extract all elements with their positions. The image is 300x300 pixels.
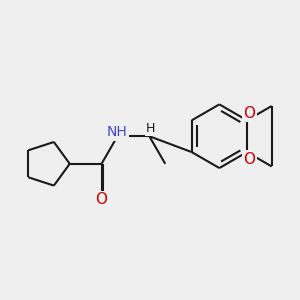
Text: O: O: [244, 106, 256, 121]
Text: O: O: [244, 152, 256, 166]
Text: NH: NH: [107, 125, 128, 140]
Text: O: O: [96, 192, 108, 207]
Text: H: H: [146, 122, 156, 135]
